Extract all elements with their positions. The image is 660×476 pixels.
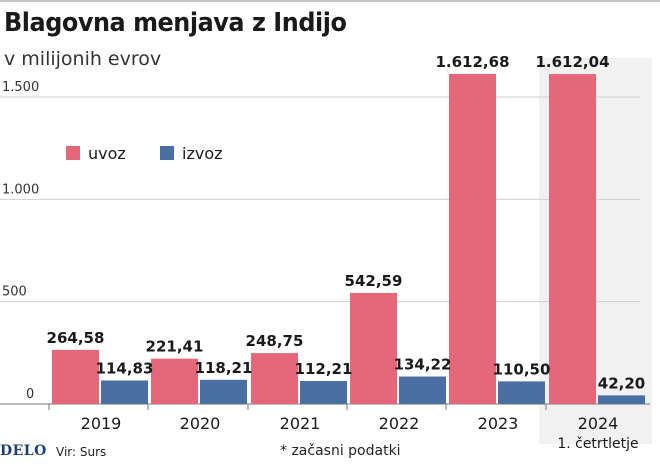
data-label: 1.612,04 <box>535 53 609 71</box>
chart-title: Blagovna menjava z Indijo <box>4 8 347 38</box>
bar-uvoz-2024 <box>549 74 596 404</box>
x-tick-sublabel: 1. četrtletje <box>557 436 638 452</box>
brand-logo: DELO <box>0 443 47 459</box>
x-tick-label: 2020 <box>180 414 221 433</box>
y-tick-label: 500 <box>2 285 27 300</box>
bar-izvoz-2023 <box>498 381 545 404</box>
legend-label-uvoz: uvoz <box>88 144 126 163</box>
legend-swatch-uvoz <box>66 146 80 160</box>
bar-uvoz-2021 <box>251 353 298 404</box>
y-tick-label: 1.000 <box>2 182 39 197</box>
data-label: 248,75 <box>246 332 304 350</box>
bar-izvoz-2024 <box>598 395 645 404</box>
bar-uvoz-2020 <box>151 358 198 404</box>
data-label: 542,59 <box>345 272 403 290</box>
source-note: Vir: Surs <box>56 445 107 459</box>
data-label: 1.612,68 <box>435 53 509 71</box>
bar-uvoz-2023 <box>449 73 496 404</box>
bar-izvoz-2022 <box>399 376 446 404</box>
data-label: 221,41 <box>146 338 204 356</box>
data-label: 264,58 <box>47 329 105 347</box>
x-tick-label: 2022 <box>379 414 420 433</box>
legend-swatch-izvoz <box>160 146 174 160</box>
bar-uvoz-2019 <box>52 349 99 404</box>
data-label: 112,21 <box>295 360 353 378</box>
data-label: 110,50 <box>493 360 551 378</box>
y-tick-label: 1.500 <box>2 80 39 95</box>
bar-izvoz-2020 <box>200 379 247 404</box>
chart-subtitle: v milijonih evrov <box>4 48 162 70</box>
x-tick-label: 2021 <box>280 414 321 433</box>
legend-label-izvoz: izvoz <box>182 144 223 163</box>
x-tick-label: 2024 <box>578 414 619 433</box>
bar-izvoz-2021 <box>300 381 347 404</box>
y-tick-label: 0 <box>26 387 34 402</box>
data-label: 118,21 <box>195 359 253 377</box>
provisional-note: * začasni podatki <box>280 443 401 459</box>
data-label: 42,20 <box>598 374 645 392</box>
x-tick-label: 2023 <box>478 414 519 433</box>
x-tick-label: 2019 <box>81 414 122 433</box>
data-label: 134,22 <box>394 356 452 374</box>
bar-izvoz-2019 <box>101 380 148 404</box>
data-label: 114,83 <box>96 359 154 377</box>
bar-uvoz-2022 <box>350 292 397 404</box>
